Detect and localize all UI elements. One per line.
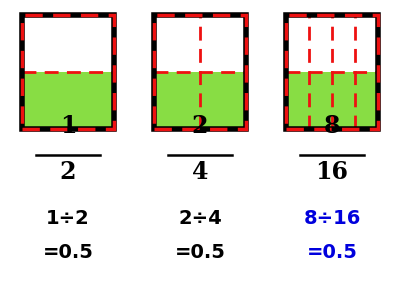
Bar — [286, 15, 378, 72]
Text: 8: 8 — [324, 114, 340, 138]
Bar — [154, 15, 246, 72]
Bar — [286, 15, 378, 129]
Text: 1: 1 — [60, 114, 76, 138]
Bar — [22, 15, 114, 129]
Bar — [22, 15, 114, 72]
Text: =0.5: =0.5 — [174, 243, 226, 262]
Bar — [22, 15, 114, 129]
Text: 16: 16 — [316, 160, 348, 184]
Bar — [154, 72, 246, 129]
Text: 2: 2 — [60, 160, 76, 184]
Text: 2: 2 — [192, 114, 208, 138]
Bar — [22, 72, 114, 129]
Text: =0.5: =0.5 — [306, 243, 358, 262]
Bar — [286, 15, 378, 129]
Bar — [154, 15, 246, 129]
Text: 4: 4 — [192, 160, 208, 184]
Text: =0.5: =0.5 — [42, 243, 94, 262]
Text: 2÷4: 2÷4 — [178, 209, 222, 228]
Text: 1÷2: 1÷2 — [46, 209, 90, 228]
Bar — [286, 72, 378, 129]
Bar — [154, 15, 246, 129]
Text: 8÷16: 8÷16 — [303, 209, 361, 228]
